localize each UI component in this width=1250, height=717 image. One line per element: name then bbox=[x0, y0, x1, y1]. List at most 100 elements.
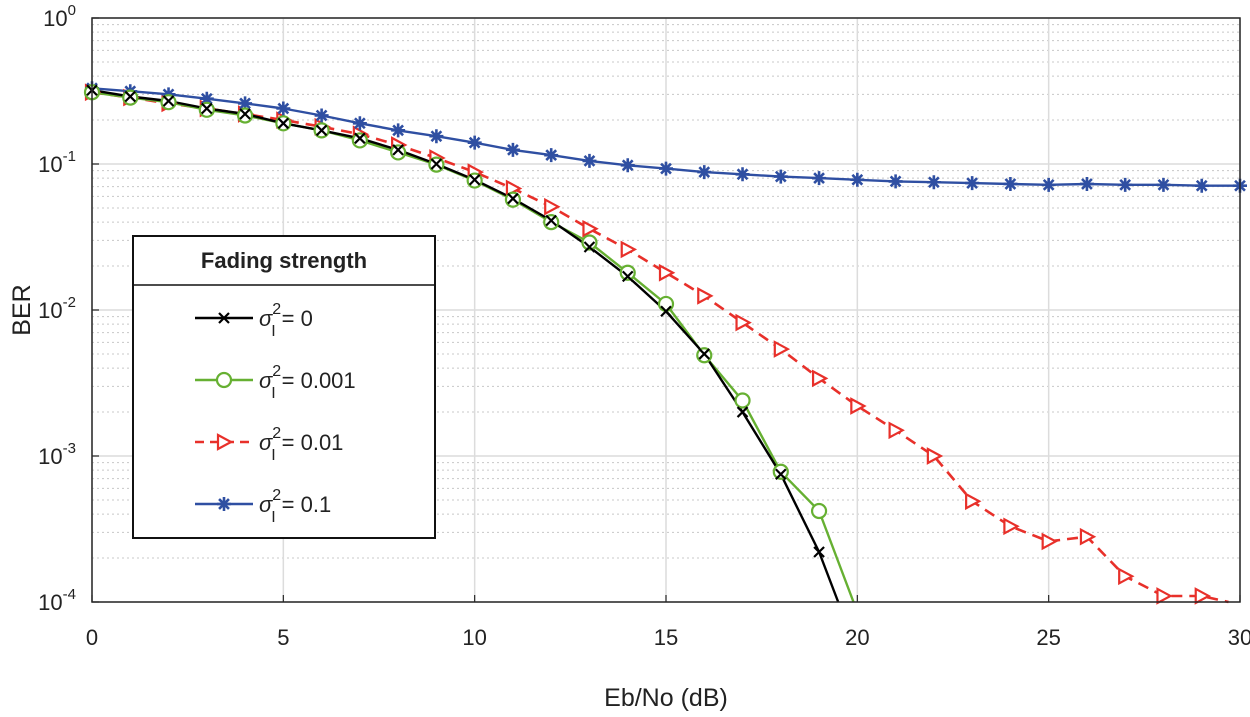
data-point-triangle bbox=[811, 369, 829, 388]
x-tick-label: 0 bbox=[86, 625, 98, 650]
data-point-asterisk bbox=[429, 129, 444, 144]
data-point-circle bbox=[772, 463, 789, 480]
data-point-circle bbox=[390, 144, 407, 161]
data-point-asterisk bbox=[659, 161, 673, 176]
data-point-triangle bbox=[735, 313, 752, 332]
data-point-x bbox=[162, 95, 175, 107]
x-tick-label: 25 bbox=[1036, 625, 1060, 650]
legend-entry-label: σ2 I= 0.01 bbox=[259, 425, 343, 464]
x-tick-label: 30 bbox=[1228, 625, 1250, 650]
x-axis-ticks: 0 5 10 15 20 25 30 bbox=[86, 595, 1250, 650]
data-point-triangle bbox=[850, 397, 867, 415]
data-point-triangle bbox=[1156, 587, 1173, 605]
legend-entry-label: σ2 I= 0 bbox=[259, 301, 313, 340]
data-point-asterisk bbox=[314, 108, 329, 123]
data-point-x bbox=[775, 468, 787, 481]
data-point-asterisk bbox=[926, 175, 941, 190]
x-tick-label: 20 bbox=[845, 625, 869, 650]
data-point-x bbox=[354, 132, 366, 145]
data-point-triangle bbox=[1118, 567, 1135, 586]
data-point-triangle bbox=[216, 433, 234, 451]
x-tick-label: 5 bbox=[277, 625, 289, 650]
data-point-asterisk bbox=[238, 96, 253, 111]
legend-box bbox=[132, 235, 436, 539]
data-point-circle bbox=[543, 213, 560, 231]
data-point-asterisk bbox=[276, 101, 291, 116]
data-point-asterisk bbox=[773, 169, 788, 184]
data-point-asterisk bbox=[582, 153, 597, 168]
data-point-circle bbox=[810, 502, 828, 520]
series-markers-group bbox=[86, 84, 825, 558]
data-point-triangle bbox=[620, 240, 638, 259]
legend-title: Fading strength bbox=[201, 248, 367, 273]
y-tick-label: 10-4 bbox=[38, 586, 76, 615]
data-point-circle bbox=[657, 295, 675, 313]
data-point-x bbox=[583, 241, 596, 253]
data-point-triangle bbox=[888, 421, 905, 440]
data-point-x bbox=[545, 214, 557, 227]
data-point-triangle bbox=[1079, 527, 1097, 546]
data-point-asterisk bbox=[965, 176, 980, 191]
data-point-x bbox=[468, 173, 481, 186]
x-tick-label: 15 bbox=[654, 625, 678, 650]
data-point-circle bbox=[734, 392, 751, 409]
data-point-circle bbox=[581, 234, 598, 251]
data-point-asterisk bbox=[812, 171, 827, 186]
data-point-triangle bbox=[544, 197, 561, 216]
data-point-triangle bbox=[773, 340, 791, 358]
x-axis-label: Eb/No (dB) bbox=[604, 684, 728, 712]
data-point-x bbox=[201, 102, 213, 115]
data-point-asterisk bbox=[1194, 178, 1209, 193]
data-point-x bbox=[239, 108, 251, 120]
data-point-circle bbox=[351, 132, 368, 149]
data-point-asterisk bbox=[888, 174, 903, 189]
legend-entries: σ2 I= 0 σ2 I= 0.001 σ2 I= 0.01 σ2 I= 0.1 bbox=[195, 301, 356, 526]
data-point-x bbox=[660, 305, 672, 318]
y-tick-label: 10-1 bbox=[38, 148, 76, 177]
data-point-x bbox=[315, 124, 328, 137]
data-point-asterisk bbox=[505, 142, 520, 157]
data-point-triangle bbox=[1194, 587, 1212, 605]
data-point-asterisk bbox=[217, 497, 231, 511]
data-point-triangle bbox=[926, 447, 944, 465]
data-point-x bbox=[736, 406, 749, 418]
data-point-circle bbox=[215, 371, 233, 389]
data-point-circle bbox=[619, 264, 636, 281]
legend: Fading strength σ2 I= 0 σ2 I= 0.001 σ2 I= 0.0… bbox=[132, 235, 436, 539]
data-point-asterisk bbox=[1118, 177, 1133, 192]
data-point-x bbox=[124, 90, 137, 103]
legend-entry-label: σ2 I= 0.1 bbox=[259, 487, 331, 526]
data-point-asterisk bbox=[850, 172, 865, 187]
data-point-x bbox=[218, 312, 230, 324]
data-point-asterisk bbox=[735, 167, 750, 182]
data-point-asterisk bbox=[1079, 176, 1094, 191]
data-point-asterisk bbox=[1003, 176, 1018, 191]
data-point-asterisk bbox=[352, 116, 367, 131]
y-tick-label: 10-2 bbox=[38, 294, 76, 323]
data-point-triangle bbox=[658, 263, 676, 282]
data-point-asterisk bbox=[1156, 177, 1171, 192]
data-point-x bbox=[621, 270, 634, 283]
y-tick-label: 100 bbox=[43, 2, 76, 31]
data-point-asterisk bbox=[391, 123, 406, 138]
data-point-triangle bbox=[697, 287, 714, 305]
data-point-asterisk bbox=[697, 165, 712, 180]
data-point-triangle bbox=[582, 219, 599, 238]
y-axis-ticks: 100 10-1 10-2 10-3 10-4 bbox=[38, 2, 99, 615]
data-point-triangle bbox=[1003, 517, 1020, 536]
data-point-asterisk bbox=[1041, 177, 1056, 192]
data-point-triangle bbox=[1041, 532, 1058, 551]
data-point-x bbox=[698, 348, 711, 360]
data-point-x bbox=[430, 158, 443, 170]
data-point-triangle bbox=[965, 492, 982, 511]
data-point-x bbox=[507, 192, 519, 205]
y-tick-label: 10-3 bbox=[38, 440, 76, 469]
data-point-x bbox=[277, 117, 290, 130]
data-point-asterisk bbox=[467, 135, 482, 150]
legend-entry-label: σ2 I= 0.001 bbox=[259, 363, 356, 402]
data-point-asterisk bbox=[199, 91, 214, 106]
data-point-x bbox=[813, 546, 825, 558]
data-point-asterisk bbox=[620, 158, 635, 173]
data-point-x bbox=[392, 144, 404, 156]
